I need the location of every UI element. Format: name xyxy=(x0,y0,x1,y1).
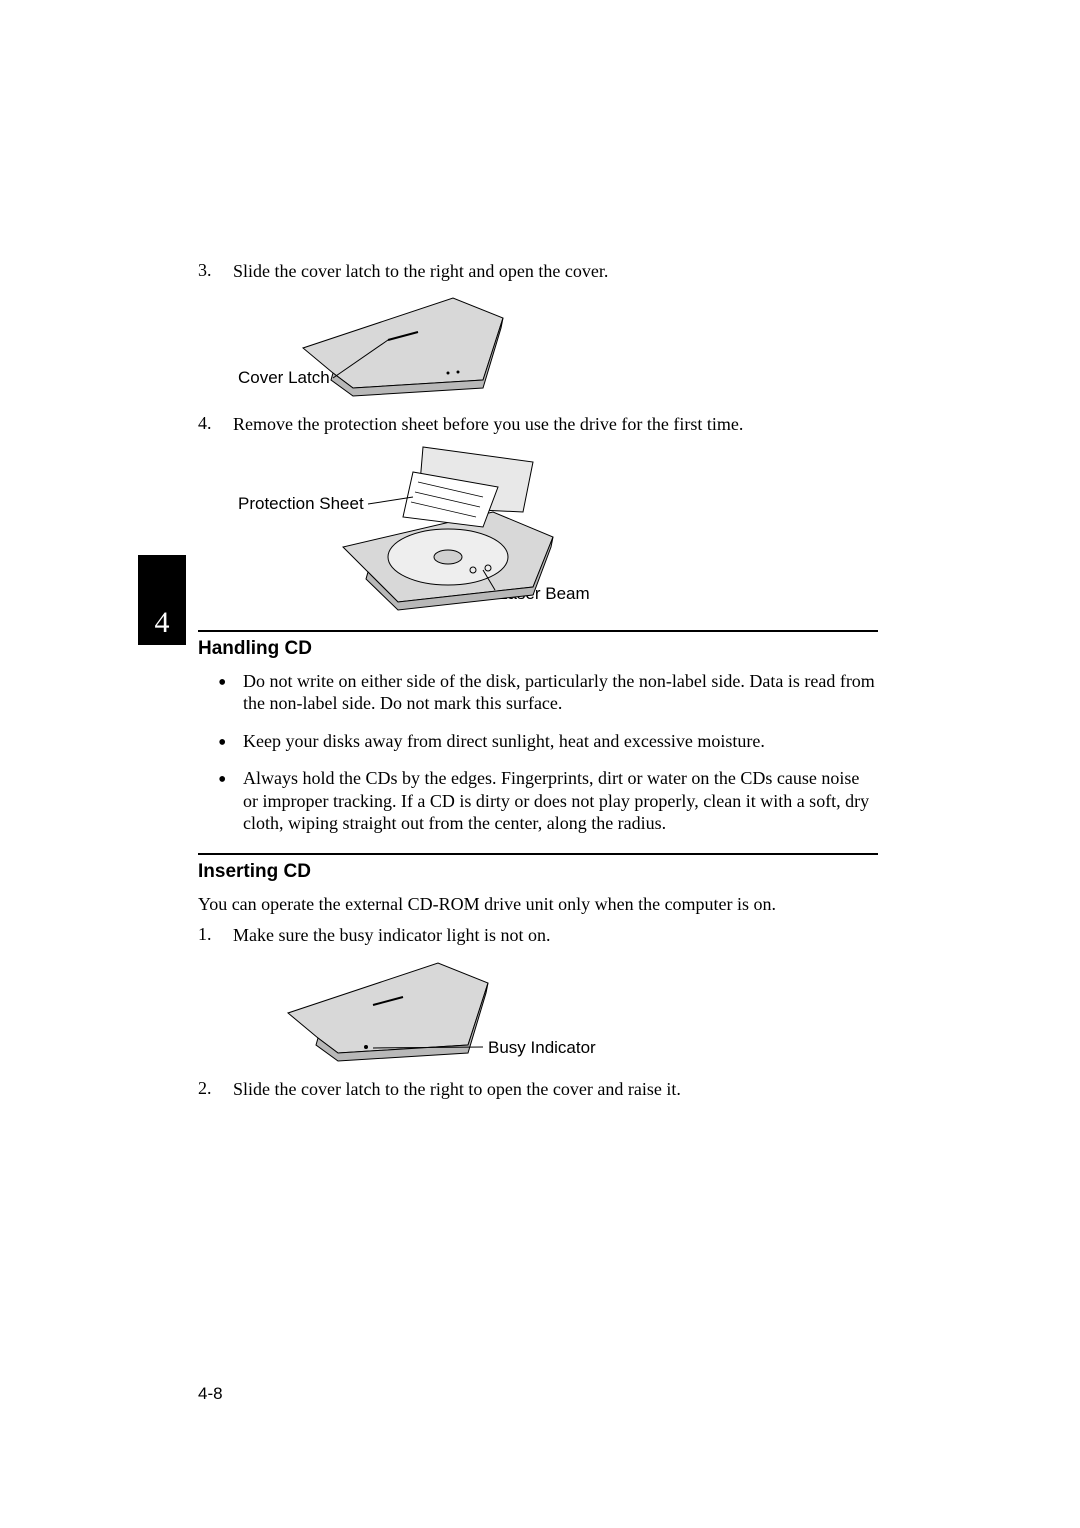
inserting-step-1: 1. Make sure the busy indicator light is… xyxy=(198,924,878,947)
step-4: 4. Remove the protection sheet before yo… xyxy=(198,413,878,436)
handling-bullet-2: Keep your disks away from direct sunligh… xyxy=(218,730,878,753)
step-4-number: 4. xyxy=(198,413,233,436)
step-3: 3. Slide the cover latch to the right an… xyxy=(198,260,878,283)
handling-bullet-3: Always hold the CDs by the edges. Finger… xyxy=(218,767,878,835)
diagram-cover-latch: Cover Latch xyxy=(218,288,878,403)
inserting-step-1-text: Make sure the busy indicator light is no… xyxy=(233,924,550,947)
page-number: 4-8 xyxy=(198,1384,223,1404)
handling-bullets: Do not write on either side of the disk,… xyxy=(218,670,878,835)
inserting-intro: You can operate the external CD-ROM driv… xyxy=(198,893,878,916)
heading-handling-cd: Handling CD xyxy=(198,638,878,660)
chapter-tab: 4 xyxy=(138,555,186,645)
chapter-number: 4 xyxy=(155,606,170,640)
diagram-protection-sheet: Protection Sheet Laser Beam xyxy=(238,442,878,612)
inserting-step-1-number: 1. xyxy=(198,924,233,947)
step-3-number: 3. xyxy=(198,260,233,283)
step-3-text: Slide the cover latch to the right and o… xyxy=(233,260,608,283)
inserting-step-2-text: Slide the cover latch to the right to op… xyxy=(233,1078,681,1101)
section-rule-inserting xyxy=(198,853,878,855)
inserting-step-2: 2. Slide the cover latch to the right to… xyxy=(198,1078,878,1101)
heading-inserting-cd: Inserting CD xyxy=(198,861,878,883)
handling-bullet-1: Do not write on either side of the disk,… xyxy=(218,670,878,715)
step-4-text: Remove the protection sheet before you u… xyxy=(233,413,743,436)
inserting-step-2-number: 2. xyxy=(198,1078,233,1101)
diagram-busy-indicator: Busy Indicator xyxy=(238,953,878,1068)
section-rule-handling xyxy=(198,630,878,632)
page-content: 3. Slide the cover latch to the right an… xyxy=(198,260,878,1106)
